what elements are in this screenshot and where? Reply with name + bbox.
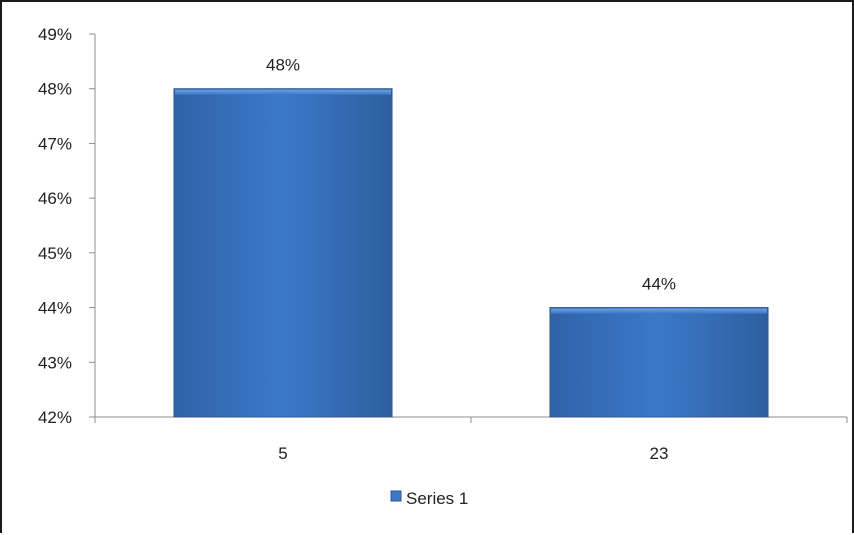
legend-swatch	[390, 490, 402, 502]
bars	[173, 88, 769, 418]
y-tick-label: 44%	[38, 299, 72, 318]
y-tick-label: 43%	[38, 353, 72, 372]
y-tick-label: 49%	[38, 25, 72, 44]
legend-label: Series 1	[406, 489, 468, 508]
data-label: 44%	[642, 275, 676, 294]
y-tick-label: 45%	[38, 244, 72, 263]
legend: Series 1	[390, 489, 468, 508]
x-tick-label: 5	[278, 444, 287, 463]
bar-top-bevel	[550, 308, 768, 314]
y-axis: 42% 43% 44% 45% 46% 47% 48% 49%	[38, 25, 96, 427]
y-tick-label: 48%	[38, 80, 72, 99]
bar	[549, 307, 769, 418]
bar-top-bevel	[174, 89, 392, 95]
y-tick-label: 42%	[38, 408, 72, 427]
x-axis: 5 23	[94, 416, 848, 463]
y-tick-label: 47%	[38, 134, 72, 153]
x-tick-label: 23	[650, 444, 669, 463]
y-tick-label: 46%	[38, 189, 72, 208]
data-label: 48%	[266, 56, 300, 75]
bar	[173, 88, 393, 418]
data-labels: 48% 44%	[266, 56, 676, 294]
